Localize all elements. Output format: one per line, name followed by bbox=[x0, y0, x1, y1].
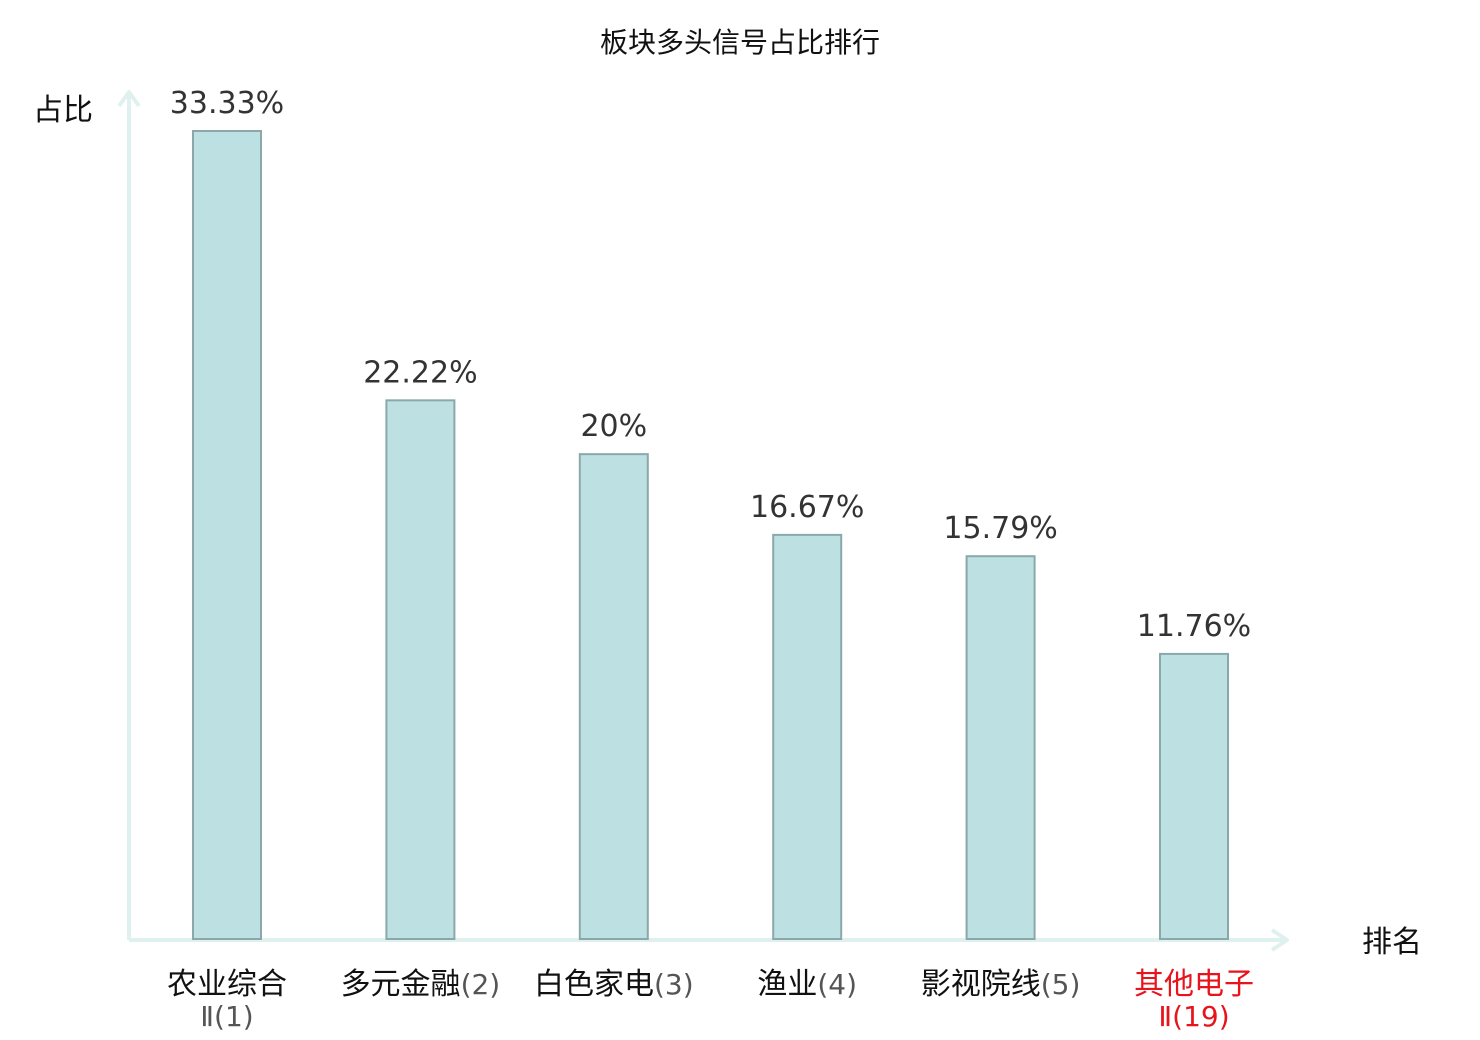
category-label-1: 农业综合 bbox=[167, 967, 287, 1002]
category-label-6: 其他电子 bbox=[1134, 967, 1254, 1002]
value-label-6: 11.76% bbox=[1137, 609, 1251, 644]
bar-6 bbox=[1159, 652, 1229, 941]
value-label-2: 22.22% bbox=[363, 355, 477, 390]
category-rank-5: (5) bbox=[1041, 968, 1081, 1001]
category-label-2: 多元金融(2) bbox=[341, 967, 501, 1002]
bar-3 bbox=[578, 453, 649, 940]
x-axis bbox=[129, 928, 1289, 952]
category-name-5: 影视院线 bbox=[921, 967, 1041, 1002]
bar-4 bbox=[772, 533, 843, 940]
category-rank-4: (4) bbox=[817, 968, 857, 1001]
value-label-5: 15.79% bbox=[943, 511, 1057, 546]
category-label-4: 渔业(4) bbox=[757, 967, 857, 1002]
y-axis-arrow-icon bbox=[117, 90, 141, 108]
x-axis-arrow-icon bbox=[1270, 928, 1289, 952]
y-axis-label: 占比 bbox=[33, 93, 93, 128]
bar-1 bbox=[192, 130, 262, 940]
category-name-3: 白色家电 bbox=[534, 967, 654, 1002]
bar-2 bbox=[385, 399, 456, 941]
category-rank-2: (2) bbox=[461, 968, 501, 1001]
value-labels-group: 33.33% 22.22% 20% 16.67% 15.79% 11.76% bbox=[170, 86, 1251, 644]
value-label-3: 20% bbox=[580, 409, 647, 444]
category-label-3: 白色家电(3) bbox=[534, 967, 694, 1002]
x-axis-label: 排名 bbox=[1362, 925, 1422, 960]
category-rank-3: (3) bbox=[654, 968, 694, 1001]
category-rank-6: Ⅱ(19) bbox=[1158, 1000, 1229, 1033]
bars-group bbox=[192, 130, 1229, 941]
chart-title: 板块多头信号占比排行 bbox=[600, 26, 880, 59]
y-axis bbox=[117, 90, 141, 940]
bar-5 bbox=[965, 555, 1036, 940]
value-label-1: 33.33% bbox=[170, 86, 284, 121]
value-label-4: 16.67% bbox=[750, 490, 864, 525]
category-name-4: 渔业 bbox=[757, 967, 817, 1002]
category-name-2: 多元金融 bbox=[341, 967, 461, 1002]
category-rank-1: Ⅱ(1) bbox=[200, 1000, 253, 1033]
category-label-5: 影视院线(5) bbox=[921, 967, 1081, 1002]
